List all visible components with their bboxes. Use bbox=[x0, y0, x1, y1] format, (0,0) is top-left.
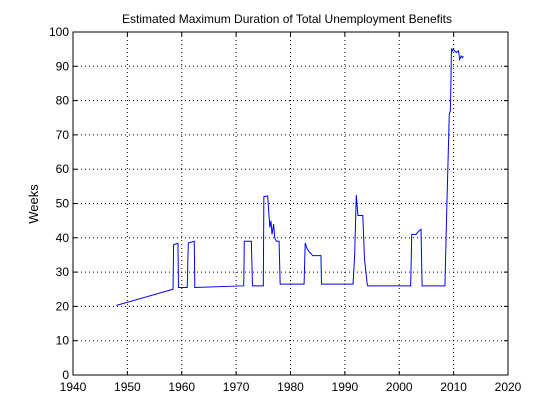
y-tick-label: 60 bbox=[56, 162, 70, 176]
grid bbox=[73, 32, 508, 375]
x-tick-label: 1960 bbox=[168, 380, 195, 394]
x-tick-label: 1940 bbox=[60, 380, 87, 394]
y-tick-label: 20 bbox=[56, 299, 70, 313]
x-tick-label: 1990 bbox=[332, 380, 359, 394]
y-tick-label: 10 bbox=[56, 334, 70, 348]
x-tick-label: 2010 bbox=[440, 380, 467, 394]
plot-frame bbox=[72, 31, 509, 376]
y-tick-label: 50 bbox=[56, 197, 70, 211]
y-tick-label: 100 bbox=[49, 25, 69, 39]
series-line bbox=[116, 47, 464, 306]
x-tick-label: 2020 bbox=[495, 380, 522, 394]
x-tick-label: 1980 bbox=[277, 380, 304, 394]
x-tick-label: 1970 bbox=[223, 380, 250, 394]
y-tick-label: 80 bbox=[56, 94, 70, 108]
y-tick-label: 0 bbox=[62, 368, 69, 382]
y-tick-label: 90 bbox=[56, 59, 70, 73]
series-layer bbox=[116, 47, 464, 306]
x-tick-label: 1950 bbox=[114, 380, 141, 394]
x-tick-label: 2000 bbox=[386, 380, 413, 394]
axis-ticks: 1940 1950 1960 1970 1980 1990 2000 2010 2020 0 10 2… bbox=[49, 25, 522, 394]
chart-title: Estimated Maximum Duration of Total Unem… bbox=[122, 12, 452, 26]
plot-area bbox=[73, 32, 508, 375]
y-tick-label: 40 bbox=[56, 231, 70, 245]
y-tick-label: 30 bbox=[56, 265, 70, 279]
y-axis-label: Weeks bbox=[26, 184, 41, 224]
y-tick-label: 70 bbox=[56, 128, 70, 142]
